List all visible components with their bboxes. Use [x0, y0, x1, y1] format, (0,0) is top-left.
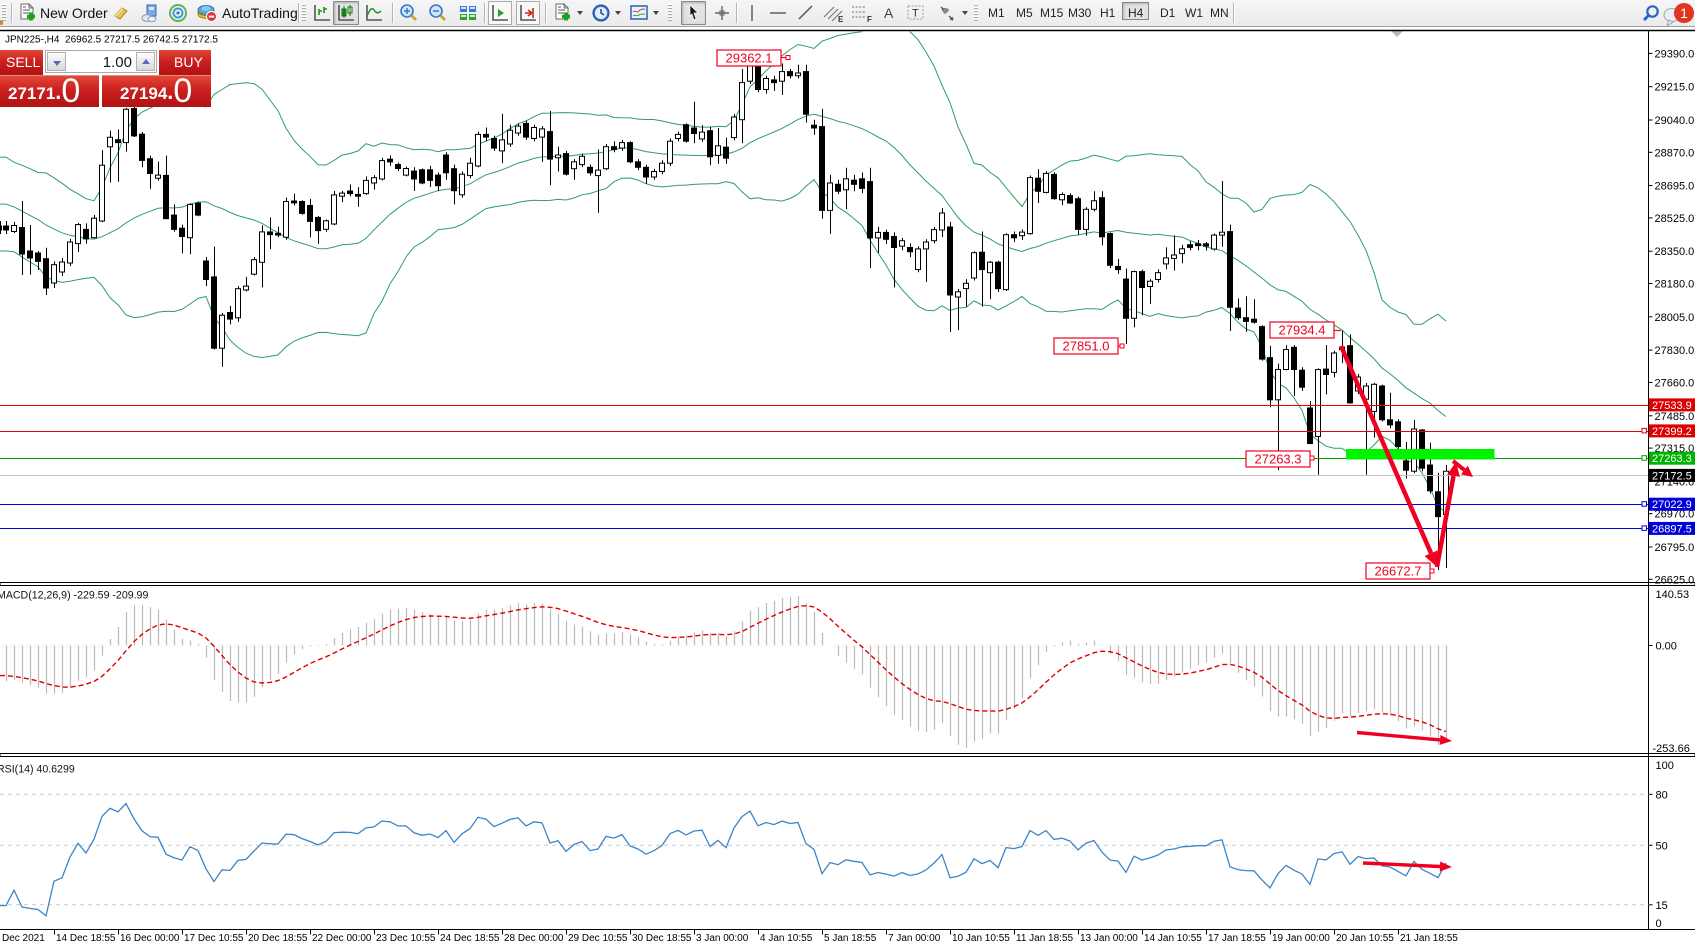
svg-text:21 Jan 18:55: 21 Jan 18:55 — [1400, 933, 1458, 944]
svg-text:24 Dec 18:55: 24 Dec 18:55 — [440, 933, 500, 944]
svg-text:RSI(14) 40.6299: RSI(14) 40.6299 — [0, 764, 75, 776]
svg-text:27263.3: 27263.3 — [1255, 452, 1302, 467]
svg-text:27399.2: 27399.2 — [1652, 426, 1692, 438]
svg-text:29362.1: 29362.1 — [726, 51, 773, 66]
svg-text:E: E — [838, 15, 844, 23]
svg-text:26795.0: 26795.0 — [1655, 542, 1695, 554]
svg-text:28695.0: 28695.0 — [1655, 181, 1695, 193]
svg-text:28525.0: 28525.0 — [1655, 213, 1695, 225]
svg-text:5 Jan 18:55: 5 Jan 18:55 — [824, 933, 877, 944]
svg-text:17 Jan 18:55: 17 Jan 18:55 — [1208, 933, 1266, 944]
svg-text:23 Dec 10:55: 23 Dec 10:55 — [376, 933, 436, 944]
svg-text:27830.0: 27830.0 — [1655, 345, 1695, 357]
svg-text:10 Jan 10:55: 10 Jan 10:55 — [952, 933, 1010, 944]
svg-text:28870.0: 28870.0 — [1655, 147, 1695, 159]
svg-text:29390.0: 29390.0 — [1655, 48, 1695, 60]
svg-text:20 Jan 10:55: 20 Jan 10:55 — [1336, 933, 1394, 944]
svg-text:15: 15 — [1656, 900, 1668, 912]
svg-text:-253.66: -253.66 — [1653, 743, 1690, 755]
svg-text:14 Dec 18:55: 14 Dec 18:55 — [56, 933, 116, 944]
svg-text:14 Jan 10:55: 14 Jan 10:55 — [1144, 933, 1202, 944]
svg-text:29215.0: 29215.0 — [1655, 82, 1695, 94]
svg-text:27485.0: 27485.0 — [1655, 411, 1695, 423]
svg-text:50: 50 — [1656, 840, 1668, 852]
svg-text:30 Dec 18:55: 30 Dec 18:55 — [632, 933, 692, 944]
svg-text:17 Dec 10:55: 17 Dec 10:55 — [184, 933, 244, 944]
svg-text:T: T — [912, 8, 919, 20]
svg-text:28005.0: 28005.0 — [1655, 312, 1695, 324]
svg-text:28 Dec 00:00: 28 Dec 00:00 — [504, 933, 564, 944]
svg-text:29 Dec 10:55: 29 Dec 10:55 — [568, 933, 628, 944]
svg-text:4 Jan 10:55: 4 Jan 10:55 — [760, 933, 813, 944]
svg-text:20 Dec 18:55: 20 Dec 18:55 — [248, 933, 308, 944]
svg-text:MACD(12,26,9) -229.59 -209.99: MACD(12,26,9) -229.59 -209.99 — [0, 590, 148, 602]
svg-text:27934.4: 27934.4 — [1279, 323, 1326, 338]
svg-text:F: F — [867, 15, 872, 23]
svg-text:JPN225-,H4 26962.5 27217.5 26: JPN225-,H4 26962.5 27217.5 26742.5 27172… — [5, 35, 218, 46]
svg-text:27263.3: 27263.3 — [1652, 453, 1692, 465]
svg-text:140.53: 140.53 — [1656, 589, 1690, 601]
svg-text:26672.7: 26672.7 — [1375, 564, 1422, 579]
svg-text:Dec 2021: Dec 2021 — [2, 933, 45, 944]
svg-text:27851.0: 27851.0 — [1063, 339, 1110, 354]
svg-text:13 Jan 00:00: 13 Jan 00:00 — [1080, 933, 1138, 944]
svg-text:16 Dec 00:00: 16 Dec 00:00 — [120, 933, 180, 944]
svg-text:0: 0 — [1656, 918, 1662, 930]
svg-text:27022.9: 27022.9 — [1652, 499, 1692, 511]
svg-text:3 Jan 00:00: 3 Jan 00:00 — [696, 933, 749, 944]
svg-text:27660.0: 27660.0 — [1655, 377, 1695, 389]
svg-text:26625.0: 26625.0 — [1655, 574, 1695, 586]
svg-text:26970.0: 26970.0 — [1655, 509, 1695, 521]
svg-text:11 Jan 18:55: 11 Jan 18:55 — [1016, 933, 1074, 944]
svg-text:22 Dec 00:00: 22 Dec 00:00 — [312, 933, 372, 944]
svg-text:80: 80 — [1656, 789, 1668, 801]
svg-text:27172.5: 27172.5 — [1652, 470, 1692, 482]
svg-text:0.00: 0.00 — [1656, 641, 1677, 653]
svg-text:19 Jan 00:00: 19 Jan 00:00 — [1272, 933, 1330, 944]
svg-text:27533.9: 27533.9 — [1652, 400, 1692, 412]
svg-text:28180.0: 28180.0 — [1655, 279, 1695, 291]
svg-text:29040.0: 29040.0 — [1655, 115, 1695, 127]
svg-text:28350.0: 28350.0 — [1655, 246, 1695, 258]
svg-text:100: 100 — [1656, 760, 1674, 772]
svg-text:7 Jan 00:00: 7 Jan 00:00 — [888, 933, 941, 944]
svg-text:26897.5: 26897.5 — [1652, 523, 1692, 535]
